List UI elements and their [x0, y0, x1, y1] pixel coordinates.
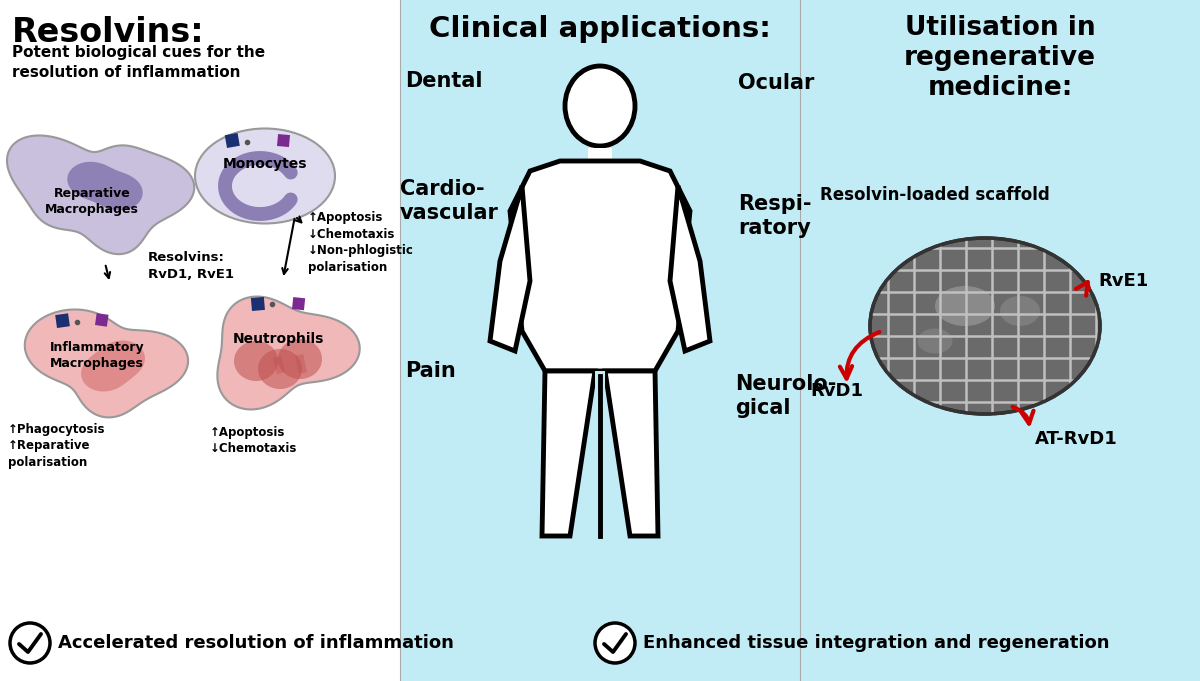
Polygon shape: [258, 349, 302, 389]
Polygon shape: [490, 186, 530, 351]
Text: Pain: Pain: [406, 361, 456, 381]
Text: Resolvin-loaded scaffold: Resolvin-loaded scaffold: [820, 186, 1050, 204]
Ellipse shape: [870, 238, 1100, 414]
Text: Resolvins:
RvD1, RvE1: Resolvins: RvD1, RvE1: [148, 251, 234, 281]
Text: Resolvins:: Resolvins:: [12, 16, 205, 49]
Ellipse shape: [194, 129, 335, 223]
Polygon shape: [25, 309, 188, 417]
Bar: [800, 0, 1200, 681]
Polygon shape: [7, 136, 194, 254]
Polygon shape: [217, 296, 360, 409]
Bar: [251, 297, 265, 311]
Polygon shape: [82, 340, 145, 392]
Bar: [400, 0, 800, 681]
Text: Reparative
Macrophages: Reparative Macrophages: [46, 187, 139, 215]
Text: ↑Phagocytosis
↑Reparative
polarisation: ↑Phagocytosis ↑Reparative polarisation: [8, 423, 106, 469]
Text: ↑Apoptosis
↓Chemotaxis: ↑Apoptosis ↓Chemotaxis: [210, 426, 298, 456]
Polygon shape: [670, 186, 710, 351]
Text: Neurolo-
gical: Neurolo- gical: [734, 375, 836, 417]
Polygon shape: [67, 162, 143, 210]
Ellipse shape: [935, 286, 995, 326]
Text: Ocular: Ocular: [738, 73, 815, 93]
Text: RvD1: RvD1: [810, 382, 863, 400]
Text: Enhanced tissue integration and regeneration: Enhanced tissue integration and regenera…: [643, 634, 1110, 652]
Polygon shape: [605, 371, 658, 536]
Text: Neutrophils: Neutrophils: [233, 332, 324, 346]
Bar: [224, 133, 240, 148]
Ellipse shape: [565, 66, 635, 146]
Text: AT-RvD1: AT-RvD1: [1034, 430, 1117, 448]
Text: Dental: Dental: [406, 71, 482, 91]
Circle shape: [595, 623, 635, 663]
Text: Cardio-
vascular: Cardio- vascular: [400, 179, 499, 223]
Polygon shape: [510, 161, 690, 371]
Text: Respi-
ratory: Respi- ratory: [738, 194, 811, 238]
Polygon shape: [588, 148, 612, 163]
Bar: [277, 134, 290, 147]
Ellipse shape: [1000, 296, 1040, 326]
Ellipse shape: [918, 328, 953, 353]
Text: Accelerated resolution of inflammation: Accelerated resolution of inflammation: [58, 634, 454, 652]
Text: Potent biological cues for the
resolution of inflammation: Potent biological cues for the resolutio…: [12, 45, 265, 80]
Polygon shape: [234, 341, 278, 381]
Polygon shape: [542, 371, 595, 536]
Text: RvE1: RvE1: [1098, 272, 1148, 290]
Polygon shape: [595, 371, 605, 536]
Text: Inflammatory
Macrophages: Inflammatory Macrophages: [49, 341, 144, 370]
Text: Utilisation in
regenerative
medicine:: Utilisation in regenerative medicine:: [904, 15, 1096, 101]
Bar: [0, 0, 400, 681]
Text: Clinical applications:: Clinical applications:: [430, 15, 770, 43]
Bar: [55, 313, 70, 328]
Text: Monocytes: Monocytes: [223, 157, 307, 171]
Bar: [95, 313, 108, 327]
Bar: [292, 297, 305, 311]
Text: ↑Apoptosis
↓Chemotaxis
↓Non-phlogistic
polarisation: ↑Apoptosis ↓Chemotaxis ↓Non-phlogistic p…: [308, 211, 414, 274]
Circle shape: [10, 623, 50, 663]
Polygon shape: [278, 339, 322, 379]
